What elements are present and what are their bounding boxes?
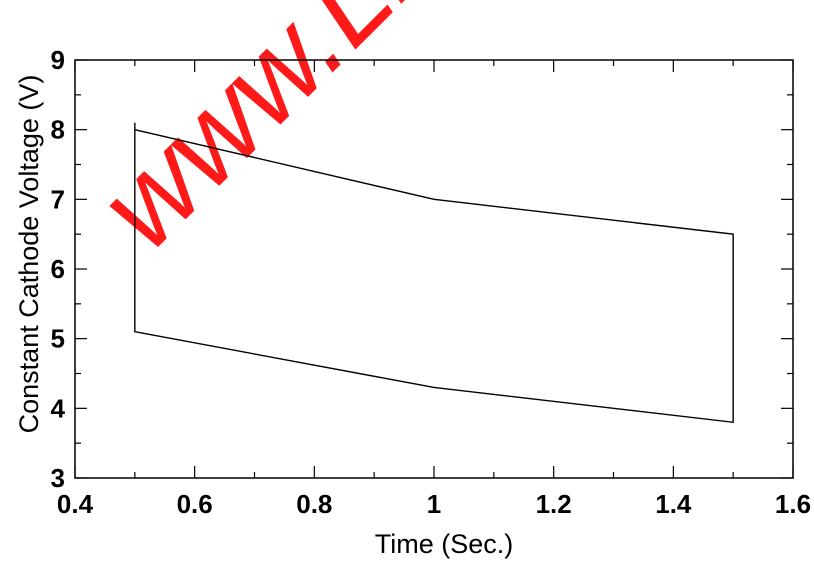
x-tick-label: 1 [427,489,441,519]
series-line [134,122,734,424]
x-axis-label: Time (Sec.) [375,529,514,559]
y-tick-label: 6 [51,254,65,284]
x-tick-label: 1.2 [536,489,572,519]
axis-ticks [74,59,794,479]
x-tick-label: 0.4 [57,489,94,519]
x-tick-label: 1.4 [655,489,692,519]
y-tick-label: 5 [51,324,65,354]
tick-labels: 0.4 0.6 0.8 1 1.2 1.4 1.6 3 4 5 6 7 8 9 [51,45,812,519]
x-tick-label: 0.8 [296,489,332,519]
y-axis-label: Constant Cathode Voltage (V) [14,75,44,434]
y-tick-label: 3 [51,463,65,493]
y-tick-label: 8 [51,115,65,145]
y-tick-label: 4 [51,393,66,423]
x-tick-label: 0.6 [177,489,213,519]
y-tick-label: 7 [51,184,65,214]
y-tick-label: 9 [51,45,65,75]
x-tick-label: 1.6 [775,489,811,519]
series-layer [134,122,734,424]
